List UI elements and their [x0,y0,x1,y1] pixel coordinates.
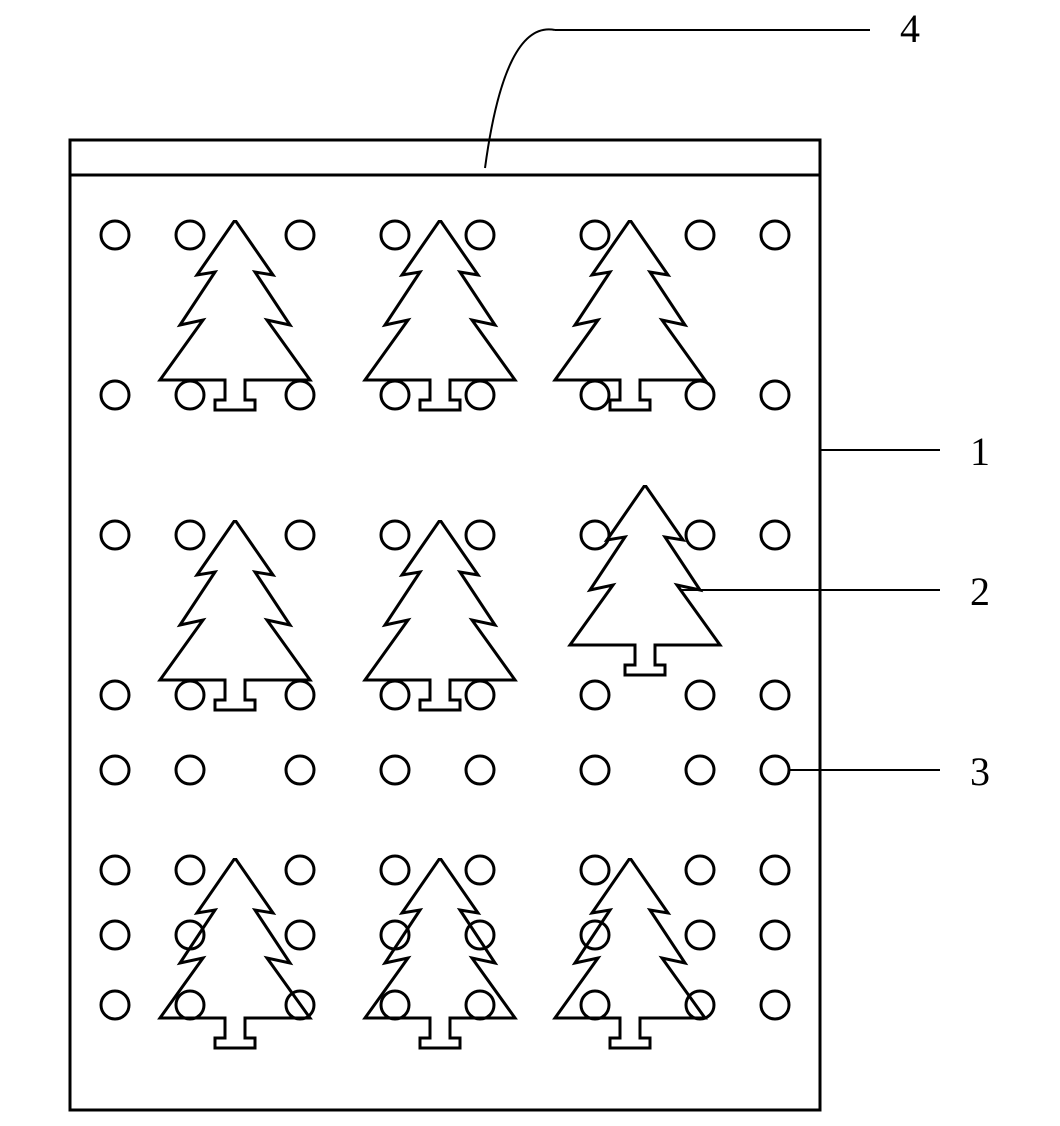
vent-hole [286,381,314,409]
vent-hole [466,681,494,709]
vent-hole [686,756,714,784]
tree-icon [555,858,705,1048]
vent-hole [176,756,204,784]
vent-hole [286,681,314,709]
vent-hole [176,856,204,884]
tree-icon [570,485,720,675]
vent-hole [101,756,129,784]
vent-hole [176,521,204,549]
vent-hole [381,756,409,784]
vent-hole [286,756,314,784]
vent-hole [101,521,129,549]
vent-hole [381,221,409,249]
vent-hole [101,221,129,249]
vent-hole [381,991,409,1019]
vent-hole [176,991,204,1019]
vent-hole [686,381,714,409]
vent-hole [761,856,789,884]
vent-hole [176,381,204,409]
vent-hole [381,856,409,884]
label-4: 4 [900,6,920,51]
vent-hole [761,991,789,1019]
label-1: 1 [970,429,990,474]
vent-hole [101,381,129,409]
vent-hole [466,756,494,784]
vent-hole [466,221,494,249]
vent-hole [176,681,204,709]
vent-hole [581,756,609,784]
vent-hole [466,381,494,409]
vent-hole [761,381,789,409]
vent-hole [466,856,494,884]
vent-hole [286,921,314,949]
vent-hole [286,221,314,249]
vent-hole [761,521,789,549]
vent-hole [101,681,129,709]
vent-hole [761,921,789,949]
label-3: 3 [970,749,990,794]
vent-hole [581,856,609,884]
vent-hole [686,521,714,549]
tree-icon [365,858,515,1048]
vent-hole [686,921,714,949]
vent-hole [381,521,409,549]
vent-hole [761,681,789,709]
vent-hole [761,756,789,784]
tree-icon [555,220,705,410]
vent-hole [286,521,314,549]
vent-hole [686,221,714,249]
vent-hole [581,381,609,409]
leader-4-curve [485,29,555,168]
vent-hole [101,991,129,1019]
vent-hole [581,521,609,549]
vent-hole [581,681,609,709]
vent-hole [761,221,789,249]
vent-hole [581,221,609,249]
vent-hole [466,521,494,549]
vent-hole [686,681,714,709]
vent-hole [581,991,609,1019]
vent-hole [466,991,494,1019]
diagram-canvas: 4 1 2 3 [0,0,1060,1126]
label-2: 2 [970,569,990,614]
vent-hole [686,856,714,884]
vent-hole [101,921,129,949]
vent-hole [286,856,314,884]
vent-hole [101,856,129,884]
vent-hole [381,381,409,409]
vent-hole [381,681,409,709]
tree-icon [160,858,310,1048]
vent-hole [176,221,204,249]
